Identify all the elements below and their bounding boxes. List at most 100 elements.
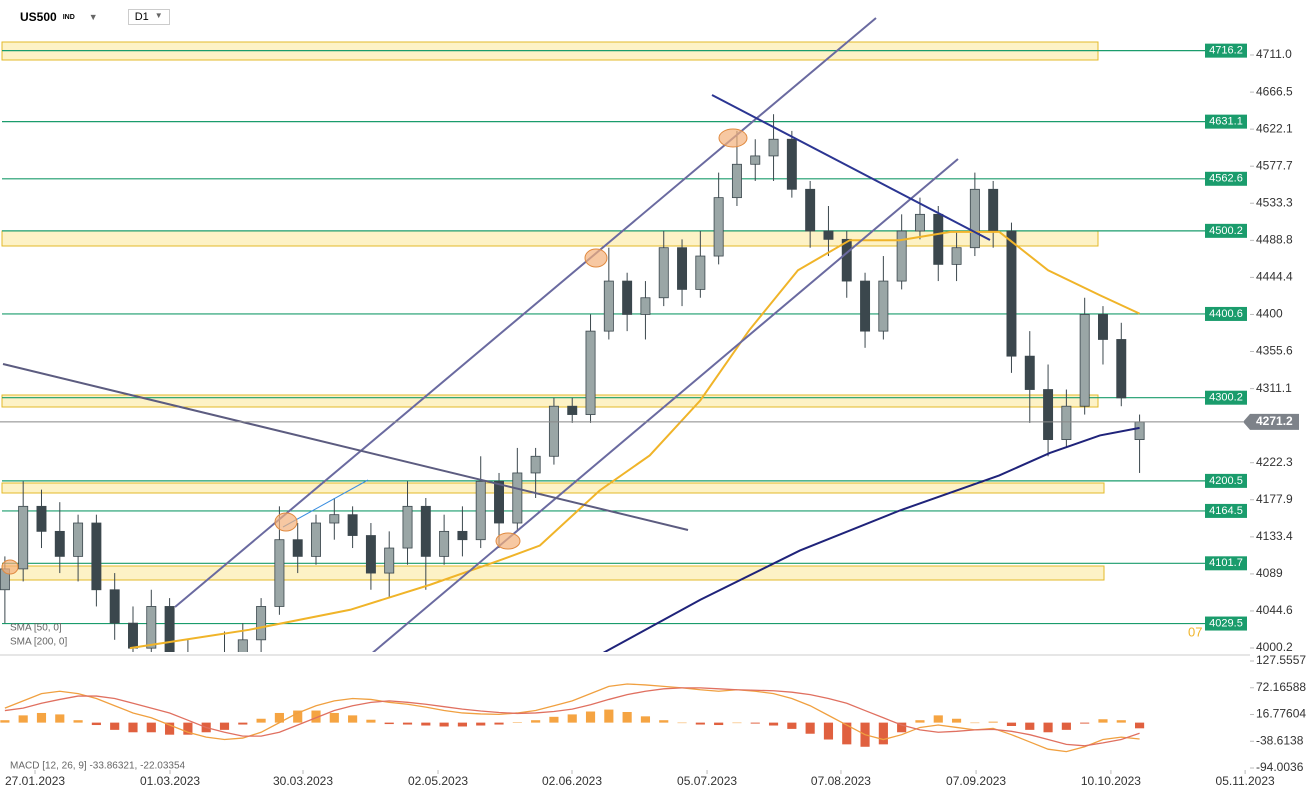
y-tick-label: 4711.0 bbox=[1256, 47, 1292, 61]
candle-body bbox=[658, 247, 669, 299]
x-tick-label: 02.05.2023 bbox=[408, 774, 468, 788]
sma-lines bbox=[129, 230, 1141, 652]
y-tick-label: 4444.4 bbox=[1256, 270, 1293, 284]
macd-bar bbox=[567, 714, 577, 723]
macd-bar bbox=[274, 712, 284, 723]
level-label: 4300.2 bbox=[1209, 392, 1243, 404]
level-label: 4400.6 bbox=[1209, 308, 1243, 320]
macd-bar bbox=[732, 722, 742, 724]
macd-bar bbox=[348, 715, 358, 723]
x-tick-label: 30.03.2023 bbox=[273, 774, 333, 788]
zone bbox=[1, 482, 1105, 494]
macd-bar bbox=[1006, 722, 1017, 726]
symbol-dropdown[interactable]: ▼ bbox=[88, 12, 98, 22]
level-badge bbox=[1205, 306, 1247, 321]
zone bbox=[1, 394, 1099, 408]
x-tick-label: 02.06.2023 bbox=[542, 774, 602, 788]
macd-bar bbox=[73, 720, 83, 723]
candle-body bbox=[1006, 230, 1017, 357]
y-tick-label: 4177.9 bbox=[1256, 492, 1293, 506]
candle-body bbox=[183, 665, 192, 690]
candle-body bbox=[402, 505, 413, 549]
symbol[interactable]: US500 bbox=[20, 10, 57, 24]
x-tick-label: 01.03.2023 bbox=[140, 774, 200, 788]
macd-signal-line bbox=[4, 687, 1140, 747]
y-tick-label: 4222.3 bbox=[1256, 455, 1293, 469]
y-tick-label: 4533.3 bbox=[1256, 195, 1293, 209]
macd-bar bbox=[531, 720, 541, 723]
y-tick-label: 4577.7 bbox=[1256, 158, 1293, 172]
candle-body bbox=[256, 606, 267, 641]
macd-bar bbox=[915, 720, 925, 723]
macd-bar bbox=[421, 722, 431, 726]
macd-bar bbox=[165, 722, 175, 735]
candle-body bbox=[164, 606, 175, 652]
candle-body bbox=[202, 673, 211, 690]
candle-body bbox=[548, 405, 559, 457]
macd-bar bbox=[1061, 722, 1071, 730]
y-tick-label: 4622.1 bbox=[1256, 121, 1293, 135]
candle-body bbox=[750, 155, 761, 165]
trend-line bbox=[174, 17, 877, 608]
macd-bar bbox=[1080, 722, 1090, 724]
macd-bar bbox=[384, 722, 394, 725]
candle-body bbox=[220, 657, 229, 674]
candle-body bbox=[329, 514, 340, 524]
axes: 4711.0 4666.5 4622.1 4577.7 4533.3 4488.8 4444… bbox=[0, 47, 1306, 788]
macd-bar bbox=[476, 722, 486, 726]
macd-bar bbox=[1098, 719, 1108, 723]
candle-body bbox=[731, 163, 742, 199]
sma-line bbox=[129, 230, 1141, 650]
macd-bar bbox=[1116, 720, 1126, 723]
candle-body bbox=[494, 480, 504, 524]
candle-body bbox=[1098, 314, 1108, 340]
marker bbox=[274, 512, 298, 532]
y-tick-label: 4044.6 bbox=[1256, 603, 1293, 617]
candle-body bbox=[365, 535, 376, 574]
trend-line bbox=[711, 94, 991, 241]
candle-body bbox=[347, 514, 358, 536]
macd-bar bbox=[256, 718, 266, 723]
x-tick-label: 05.07.2023 bbox=[677, 774, 737, 788]
candle-body bbox=[914, 213, 925, 232]
level-badge bbox=[1205, 114, 1247, 129]
candle-body bbox=[18, 505, 29, 570]
macd-y-tick-label: 72.16588 bbox=[1256, 680, 1306, 694]
timeframe[interactable]: D1 ▼ bbox=[127, 9, 170, 25]
macd-bar bbox=[36, 712, 47, 723]
legend-macd: MACD [12, 26, 9] -33.86321, -22.03354 bbox=[10, 761, 186, 772]
macd-bar bbox=[585, 711, 596, 723]
macd-bar bbox=[842, 722, 852, 745]
macd-bar bbox=[951, 718, 962, 723]
level-badge bbox=[1205, 556, 1247, 571]
candle-body bbox=[274, 539, 285, 607]
level-label: 4200.5 bbox=[1209, 475, 1243, 487]
macd-bar bbox=[750, 722, 760, 724]
macd-bar bbox=[402, 722, 413, 725]
macd-bar bbox=[91, 722, 101, 726]
macd-bar bbox=[311, 710, 321, 723]
header: US500 IND ▼ D1 ▼ bbox=[0, 0, 170, 34]
marker bbox=[584, 248, 608, 268]
x-tick-label: 05.11.2023 bbox=[1216, 774, 1275, 788]
macd-bar bbox=[238, 722, 248, 725]
candle-body bbox=[1024, 355, 1035, 390]
candle-body bbox=[677, 247, 688, 290]
macd-bar bbox=[549, 716, 559, 723]
level-badge bbox=[1205, 616, 1247, 631]
macd-bar bbox=[494, 722, 504, 725]
macd-bar bbox=[933, 715, 943, 723]
candle-body bbox=[567, 405, 578, 415]
candle-body bbox=[73, 522, 84, 557]
macd-bar bbox=[897, 722, 907, 733]
level-label: 4029.5 bbox=[1209, 617, 1243, 629]
candle-body bbox=[969, 188, 980, 249]
candle-body bbox=[146, 606, 157, 649]
candle-body bbox=[585, 330, 596, 415]
macd-bar bbox=[640, 716, 651, 723]
macd-y-tick-label: -94.0036 bbox=[1256, 760, 1304, 774]
level-label: 4164.5 bbox=[1209, 505, 1243, 517]
macd-y-tick-label: 127.5557 bbox=[1256, 653, 1306, 667]
macd-bar bbox=[1135, 722, 1145, 729]
